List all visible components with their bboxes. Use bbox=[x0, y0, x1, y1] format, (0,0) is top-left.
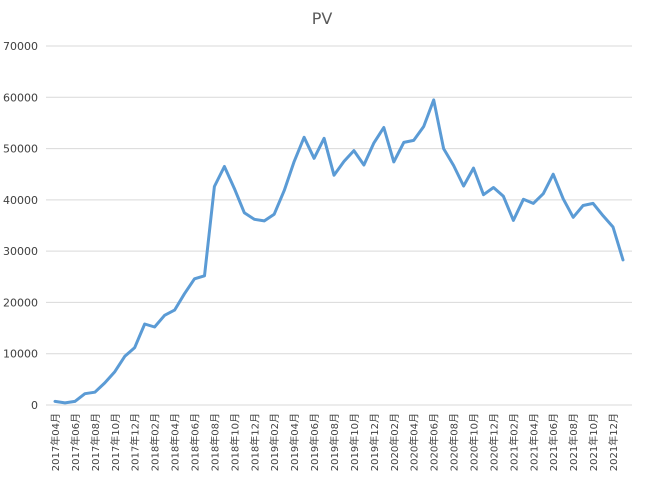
x-tick-label: 2019年06月 bbox=[308, 413, 321, 471]
y-tick-label: 40000 bbox=[3, 194, 38, 207]
x-tick-label: 2018年02月 bbox=[149, 413, 162, 471]
x-tick-label: 2020年06月 bbox=[428, 413, 441, 471]
x-tick-label: 2021年08月 bbox=[567, 413, 580, 471]
y-tick-label: 50000 bbox=[3, 143, 38, 156]
x-tick-label: 2020年02月 bbox=[388, 413, 401, 471]
x-tick-label: 2020年12月 bbox=[488, 413, 501, 471]
x-tick-label: 2017年06月 bbox=[69, 413, 82, 471]
x-tick-label: 2021年02月 bbox=[507, 413, 520, 471]
x-axis-ticks: 2017年04月 2017年06月 2017年08月 2017年10月 2017年12月… bbox=[49, 413, 620, 471]
series-layer bbox=[53, 98, 625, 405]
y-tick-label: 30000 bbox=[3, 245, 38, 258]
x-tick-label: 2018年08月 bbox=[208, 413, 221, 471]
x-tick-label: 2017年08月 bbox=[89, 413, 102, 471]
x-tick-label: 2019年10月 bbox=[348, 413, 361, 471]
x-tick-label: 2018年06月 bbox=[189, 413, 202, 471]
x-tick-label: 2018年10月 bbox=[228, 413, 241, 471]
series-line bbox=[53, 98, 625, 405]
y-tick-label: 0 bbox=[31, 399, 38, 412]
x-tick-label: 2020年08月 bbox=[448, 413, 461, 471]
y-axis-ticks: 0 10000 20000 30000 40000 50000 60000 70000 bbox=[3, 40, 38, 412]
x-tick-label: 2019年02月 bbox=[268, 413, 281, 471]
y-tick-label: 20000 bbox=[3, 296, 38, 309]
y-tick-label: 10000 bbox=[3, 348, 38, 361]
x-tick-label: 2019年08月 bbox=[328, 413, 341, 471]
x-tick-label: 2021年10月 bbox=[587, 413, 600, 471]
y-tick-label: 70000 bbox=[3, 40, 38, 53]
y-tick-label: 60000 bbox=[3, 91, 38, 104]
x-tick-label: 2018年12月 bbox=[248, 413, 261, 471]
x-tick-label: 2019年04月 bbox=[288, 413, 301, 471]
chart-title: PV bbox=[312, 9, 333, 28]
x-tick-label: 2017年12月 bbox=[129, 413, 142, 471]
x-tick-label: 2017年10月 bbox=[109, 413, 122, 471]
x-tick-label: 2020年04月 bbox=[408, 413, 421, 471]
x-tick-label: 2018年04月 bbox=[169, 413, 182, 471]
x-tick-label: 2017年04月 bbox=[49, 413, 62, 471]
x-tick-label: 2021年04月 bbox=[527, 413, 540, 471]
x-tick-label: 2021年12月 bbox=[607, 413, 620, 471]
gridlines bbox=[46, 45, 632, 406]
x-tick-label: 2020年10月 bbox=[468, 413, 481, 471]
x-tick-label: 2021年06月 bbox=[547, 413, 560, 471]
x-tick-label: 2019年12月 bbox=[368, 413, 381, 471]
